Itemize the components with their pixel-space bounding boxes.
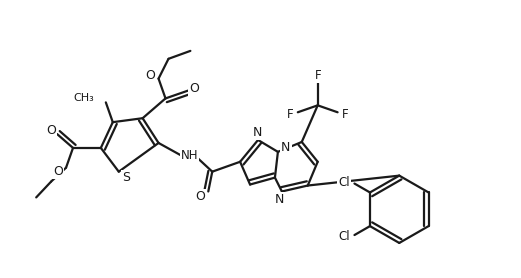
Text: N: N: [281, 142, 291, 154]
Text: O: O: [46, 124, 56, 136]
Text: Cl: Cl: [338, 230, 350, 242]
Text: O: O: [53, 165, 63, 178]
Text: Cl: Cl: [338, 176, 350, 189]
Text: N: N: [252, 126, 262, 138]
Text: F: F: [287, 108, 293, 121]
Text: CH₃: CH₃: [73, 93, 94, 103]
Text: O: O: [190, 82, 200, 95]
Text: S: S: [122, 171, 130, 184]
Text: NH: NH: [181, 149, 198, 162]
Text: F: F: [342, 108, 349, 121]
Text: O: O: [195, 190, 205, 203]
Text: F: F: [314, 69, 321, 82]
Text: N: N: [275, 193, 284, 206]
Text: O: O: [146, 69, 156, 82]
